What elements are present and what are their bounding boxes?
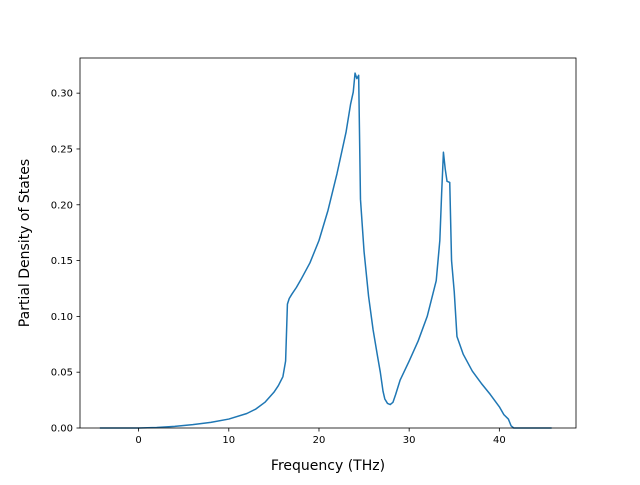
y-tick-label: 0.25 [51, 144, 73, 155]
y-tick-label: 0.00 [51, 424, 73, 435]
series-line-0 [99, 72, 552, 429]
x-tick-label: 20 [313, 435, 326, 446]
plot-area [80, 58, 576, 428]
y-tick-label: 0.10 [51, 312, 73, 323]
plot-background [80, 58, 576, 428]
axes-layer: 0 10 20 30 40 0.00 0.05 0.10 0.15 0.20 0.25 0.30 [51, 57, 577, 446]
x-axis-label: Frequency (THz) [271, 458, 385, 474]
x-tick-label: 0 [135, 435, 141, 446]
x-tick-label: 10 [222, 435, 235, 446]
y-tick-label: 0.30 [51, 89, 73, 100]
y-tick-label: 0.20 [51, 200, 73, 211]
y-tick-label: 0.05 [51, 368, 73, 379]
y-tick-label: 0.15 [51, 256, 73, 267]
series-layer [99, 72, 552, 429]
axes-frame [79, 57, 577, 429]
x-tick-label: 30 [403, 435, 416, 446]
y-axis-label: Partial Density of States [17, 159, 33, 327]
x-tick-label: 40 [493, 435, 506, 446]
